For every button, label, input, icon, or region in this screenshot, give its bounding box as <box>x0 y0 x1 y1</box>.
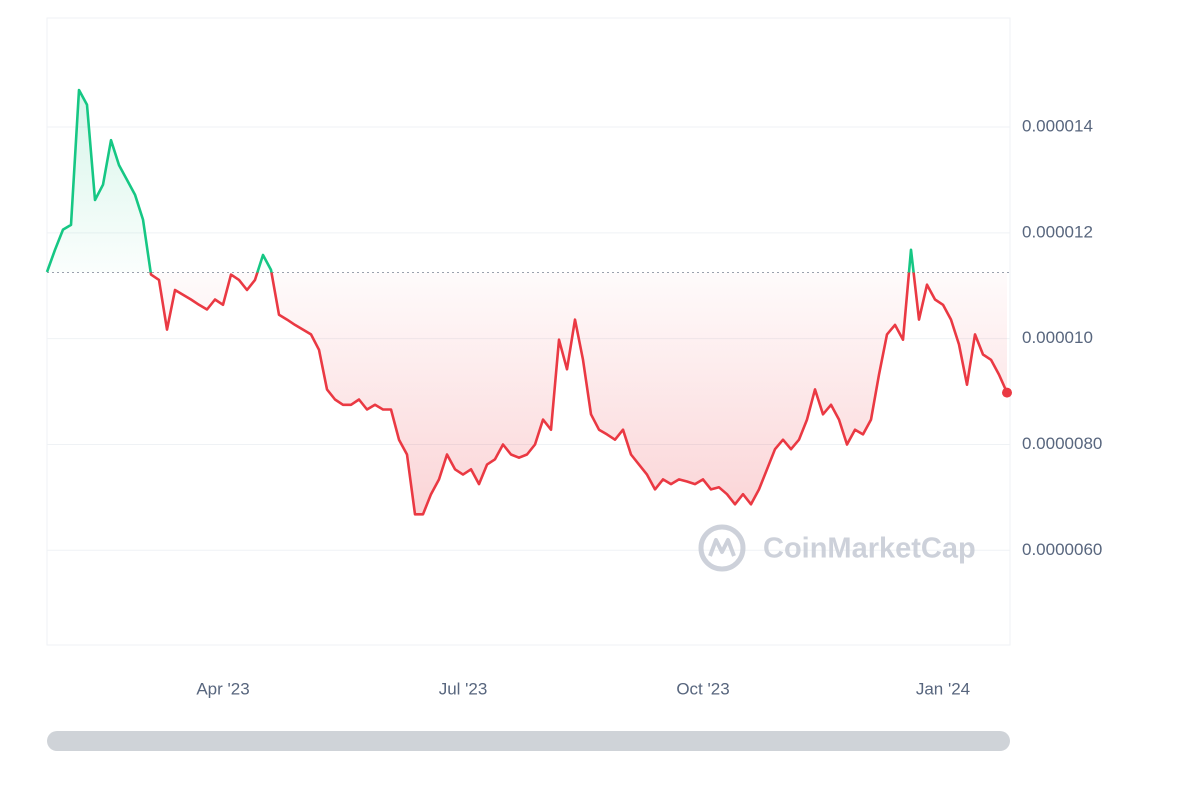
y-tick-label: 0.0000080 <box>1022 434 1102 453</box>
price-line <box>45 88 1009 516</box>
plot-frame <box>46 17 1011 646</box>
x-tick-label: Jul '23 <box>439 679 488 698</box>
watermark-text: CoinMarketCap <box>763 533 976 565</box>
scrollbar[interactable] <box>47 731 1010 751</box>
x-tick-label: Jan '24 <box>916 679 970 698</box>
y-tick-label: 0.000014 <box>1022 116 1093 135</box>
y-tick-label: 0.000010 <box>1022 328 1093 347</box>
last-point <box>1002 387 1012 398</box>
y-tick-label: 0.000012 <box>1022 222 1093 241</box>
x-tick-label: Apr '23 <box>196 679 249 698</box>
watermark: CoinMarketCap <box>698 524 976 572</box>
y-tick-label: 0.0000060 <box>1022 540 1102 559</box>
x-tick-label: Oct '23 <box>676 679 729 698</box>
area <box>47 90 1007 515</box>
